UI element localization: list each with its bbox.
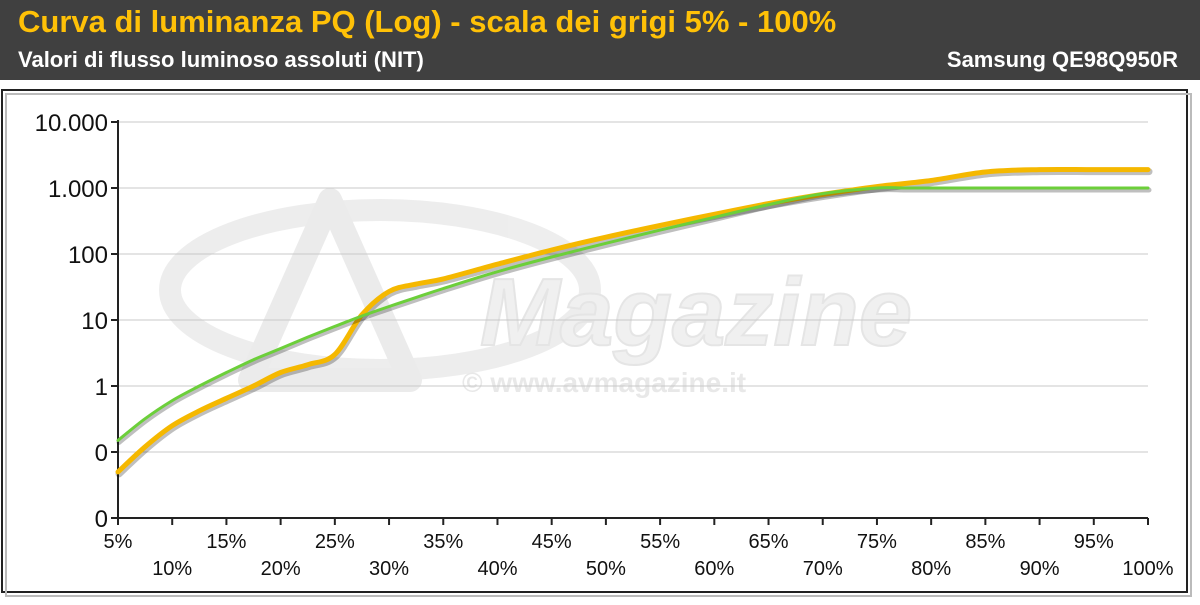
y-tick-label: 100 [68, 242, 108, 269]
watermark: Magazine © www.avmagazine.it [159, 188, 913, 398]
luminance-chart: Magazine © www.avmagazine.it 0 0 1 10 100 1.0… [1, 89, 1192, 597]
x-tick-label: 35% [423, 531, 463, 553]
series [115, 166, 1153, 478]
x-tick-label: 45% [532, 531, 572, 553]
x-tick-label: 55% [640, 531, 680, 553]
x-tick-label: 80% [911, 558, 951, 580]
y-tick-label: 1.000 [48, 176, 108, 203]
series-reference-line-shadow [116, 187, 1152, 445]
chart-title: Curva di luminanza PQ (Log) - scala dei … [18, 4, 837, 39]
watermark-url: © www.avmagazine.it [462, 367, 746, 398]
x-tick-labels: 5% 10% 15% 20% 25% 30% 35% 40% 45% 50% 55% 60% 65% 70… [104, 531, 1174, 580]
chart-area: Magazine © www.avmagazine.it 0 0 1 10 100 1.0… [0, 80, 1200, 600]
y-tick-labels: 0 0 1 10 100 1.000 10.000 [35, 110, 108, 533]
y-tick-label: 0 [95, 440, 108, 467]
x-tick-label: 100% [1122, 558, 1173, 580]
x-tick-label: 40% [477, 558, 517, 580]
x-tick-label: 20% [261, 558, 301, 580]
y-tick-label: 10.000 [35, 110, 108, 137]
x-tick-label: 15% [206, 531, 246, 553]
x-tick-label: 65% [749, 531, 789, 553]
x-tick-label: 70% [803, 558, 843, 580]
x-tick-label: 90% [1020, 558, 1060, 580]
x-tick-label: 60% [694, 558, 734, 580]
y-tick-label: 0 [95, 506, 108, 533]
y-tick-label: 10 [81, 308, 108, 335]
x-tick-label: 75% [857, 531, 897, 553]
plot-frame-shadow [5, 93, 1192, 597]
watermark-av-logo-icon [238, 188, 422, 392]
series-measured-line [115, 166, 1151, 475]
x-tick-label: 85% [965, 531, 1005, 553]
x-tick-label: 95% [1074, 531, 1114, 553]
x-tick-label: 30% [369, 558, 409, 580]
x-tick-label: 50% [586, 558, 626, 580]
tv-model-label: Samsung QE98Q950R [946, 47, 1178, 72]
watermark-brand: Magazine [480, 259, 912, 366]
chart-header: Curva di luminanza PQ (Log) - scala dei … [0, 0, 1200, 80]
x-tick-label: 5% [104, 531, 133, 553]
series-reference-line [116, 186, 1150, 442]
x-tick-label: 25% [315, 531, 355, 553]
x-tick-label: 10% [152, 558, 192, 580]
axes [111, 120, 1149, 525]
y-tick-label: 1 [95, 374, 108, 401]
chart-subtitle: Valori di flusso luminoso assoluti (NIT) [18, 47, 424, 72]
